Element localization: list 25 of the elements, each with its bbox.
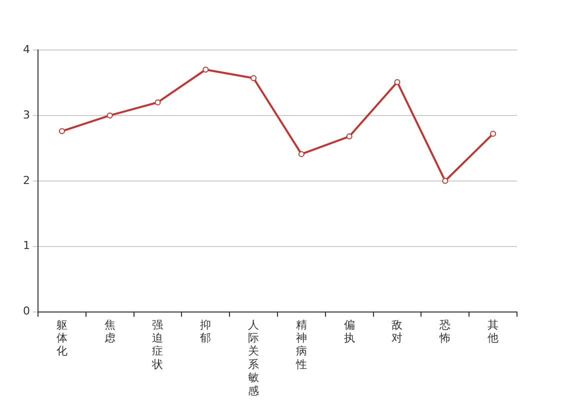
y-tick-label: 1 [23, 239, 30, 252]
point [490, 130, 496, 137]
point [298, 151, 304, 158]
point [58, 128, 65, 134]
x-tick-label: 恐怖 [438, 318, 451, 344]
x-tick-label: 人际关系敏感 [248, 318, 260, 398]
y-tick-label: 0 [23, 304, 30, 318]
x-tick-label: 抑郁 [200, 318, 212, 344]
y-tick-label: 4 [23, 42, 30, 56]
point [154, 99, 161, 106]
x-tick-label: 强迫症状 [151, 318, 164, 371]
x-tick-label: 偏执 [344, 318, 355, 344]
x-tick-label: 焦虑 [104, 318, 116, 344]
y-tick-label: 2 [23, 174, 30, 187]
point [106, 112, 113, 118]
x-tick-label: 敌对 [392, 318, 403, 344]
y-tick-label: 3 [23, 108, 30, 122]
x-tick-label: 躯体化 [56, 318, 68, 358]
point [442, 178, 448, 184]
x-tick-label: 精神病性 [294, 318, 307, 371]
point [394, 79, 400, 86]
point [202, 66, 209, 73]
point [250, 75, 257, 82]
x-tick-label: 其他 [488, 318, 499, 344]
point [346, 133, 352, 140]
